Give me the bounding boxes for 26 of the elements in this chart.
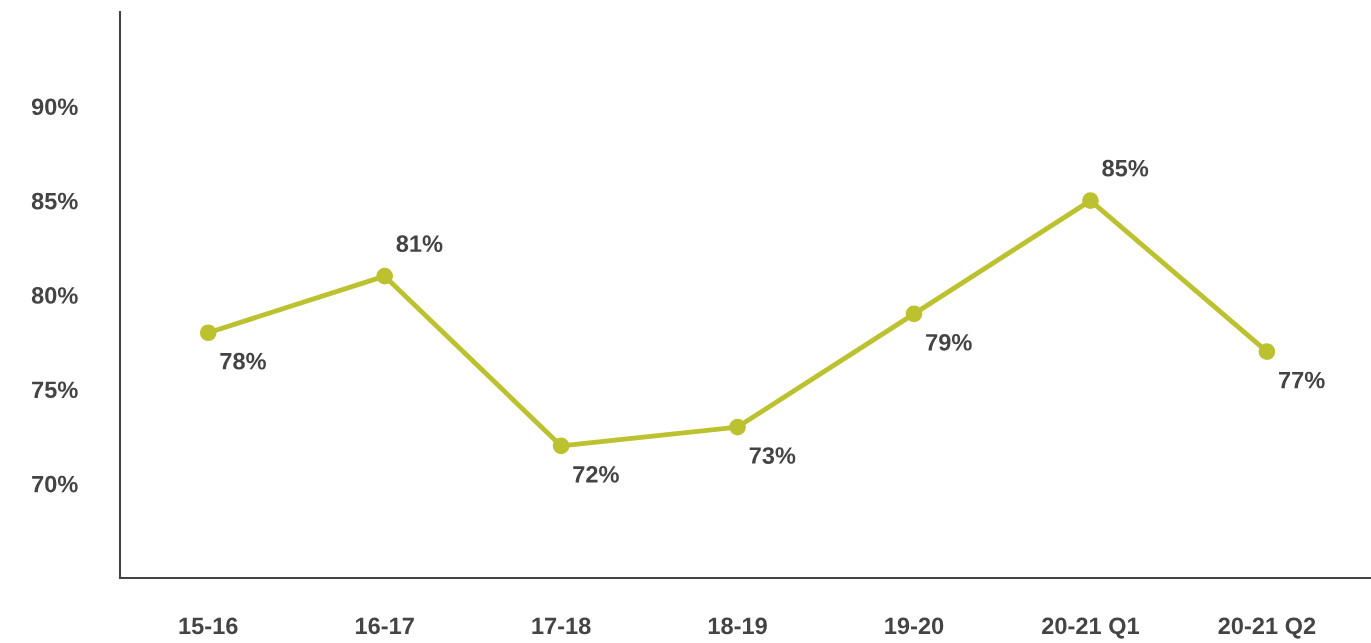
text: 72% bbox=[573, 466, 619, 483]
y-tick-label: 70% bbox=[32, 475, 78, 493]
text: 73% bbox=[749, 447, 796, 464]
x-tick-label: 19-20 bbox=[885, 617, 944, 635]
x-tick-label: 17-18 bbox=[532, 617, 591, 635]
y-tick-label: 85% bbox=[31, 192, 78, 210]
x-tick-label: 18-19 bbox=[708, 617, 767, 635]
y-tick-label: 75% bbox=[32, 381, 78, 399]
text: 85% bbox=[1102, 159, 1149, 177]
y-tick-label: 90% bbox=[31, 98, 78, 116]
point bbox=[905, 305, 923, 323]
point bbox=[376, 267, 394, 285]
text: 79% bbox=[926, 333, 972, 351]
point bbox=[552, 437, 570, 455]
x-tick-label: 16-17 bbox=[355, 617, 414, 635]
point bbox=[1258, 343, 1276, 360]
point bbox=[199, 324, 217, 342]
point bbox=[729, 418, 746, 436]
y-tick-label: 80% bbox=[31, 287, 78, 304]
x-tick-label: 15-16 bbox=[179, 617, 238, 635]
x-tick-label: 20-21 Q2 bbox=[1218, 617, 1316, 639]
x-tick-label: 20-21 Q1 bbox=[1042, 617, 1140, 639]
text: 81% bbox=[396, 235, 443, 253]
text: 77% bbox=[1279, 371, 1325, 389]
text: 78% bbox=[220, 352, 266, 370]
point bbox=[1082, 192, 1099, 210]
